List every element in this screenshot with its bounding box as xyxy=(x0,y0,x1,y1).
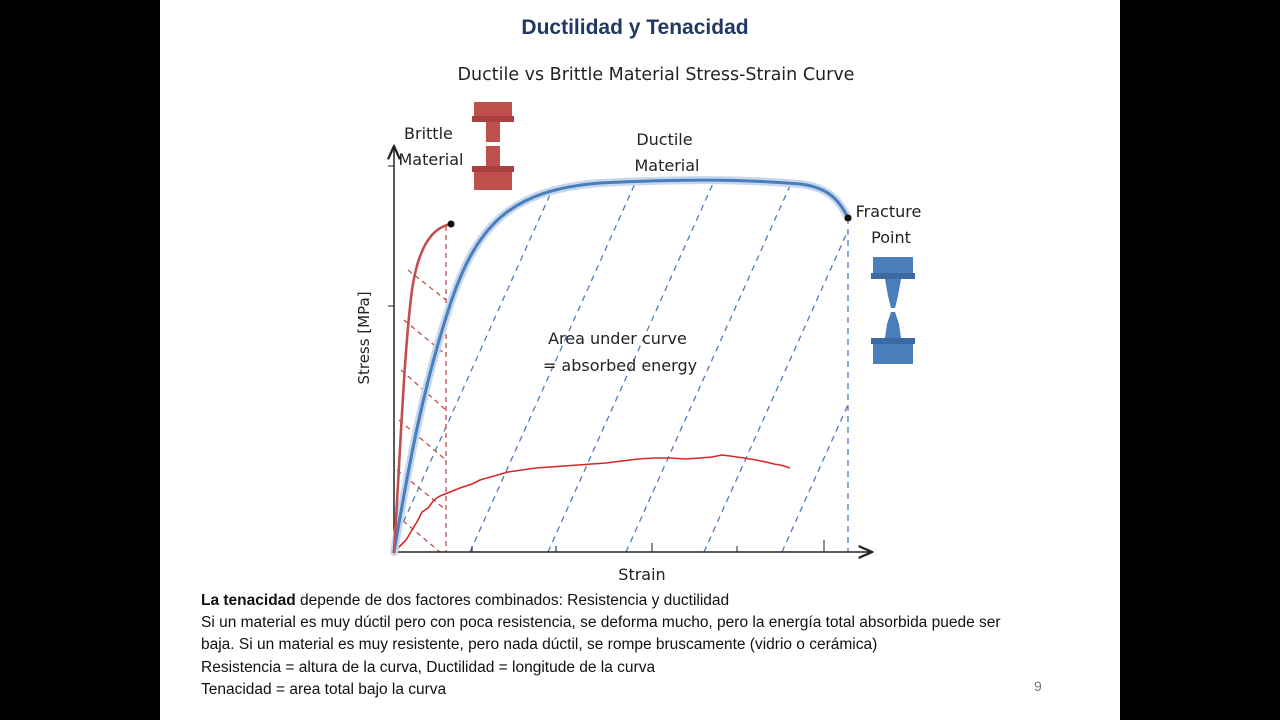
body-line-1-bold: La tenacidad xyxy=(201,592,296,609)
low-toughness-curve xyxy=(393,454,791,553)
area-under-curve-label: Area under curve = absorbed energy xyxy=(543,329,697,375)
ductile-material-label: Ductile Material xyxy=(635,130,700,175)
ductile-fracture-point xyxy=(844,214,852,222)
body-line-1: La tenacidad depende de dos factores com… xyxy=(201,590,1101,612)
brittle-curve xyxy=(392,222,453,554)
body-line-4: Resistencia = altura de la curva, Ductil… xyxy=(201,658,656,676)
slide: Ductilidad y Tenacidad Ductile vs Brittl… xyxy=(160,0,1120,720)
ductile-specimen-icon xyxy=(871,257,915,364)
brittle-specimen-icon xyxy=(472,102,514,190)
body-line-2: Si un material es muy dúctil pero con po… xyxy=(201,614,1001,632)
y-axis-label: Stress [MPa] xyxy=(355,291,373,384)
body-line-3: baja. Si un material es muy resistente, … xyxy=(201,636,878,654)
brittle-material-label: Brittle Material xyxy=(399,124,464,169)
brittle-fracture-point xyxy=(447,220,455,228)
body-text: La tenacidad depende de dos factores com… xyxy=(201,590,1101,701)
x-axis-label: Strain xyxy=(618,565,665,584)
diagram-title: Ductile vs Brittle Material Stress-Strai… xyxy=(458,65,855,85)
ductile-curve xyxy=(392,178,850,554)
page-number: 9 xyxy=(1034,678,1042,694)
body-line-5: Tenacidad = area total bajo la curva xyxy=(201,680,447,698)
body-line-1-rest: depende de dos factores combinados: Resi… xyxy=(295,592,730,609)
fracture-point-label: Fracture Point xyxy=(856,202,927,247)
slide-title: Ductilidad y Tenacidad xyxy=(521,16,749,39)
axis-ticks xyxy=(388,165,825,552)
ductile-area-hatching xyxy=(394,180,848,552)
stress-strain-diagram: Ductile vs Brittle Material Stress-Strai… xyxy=(355,65,927,584)
